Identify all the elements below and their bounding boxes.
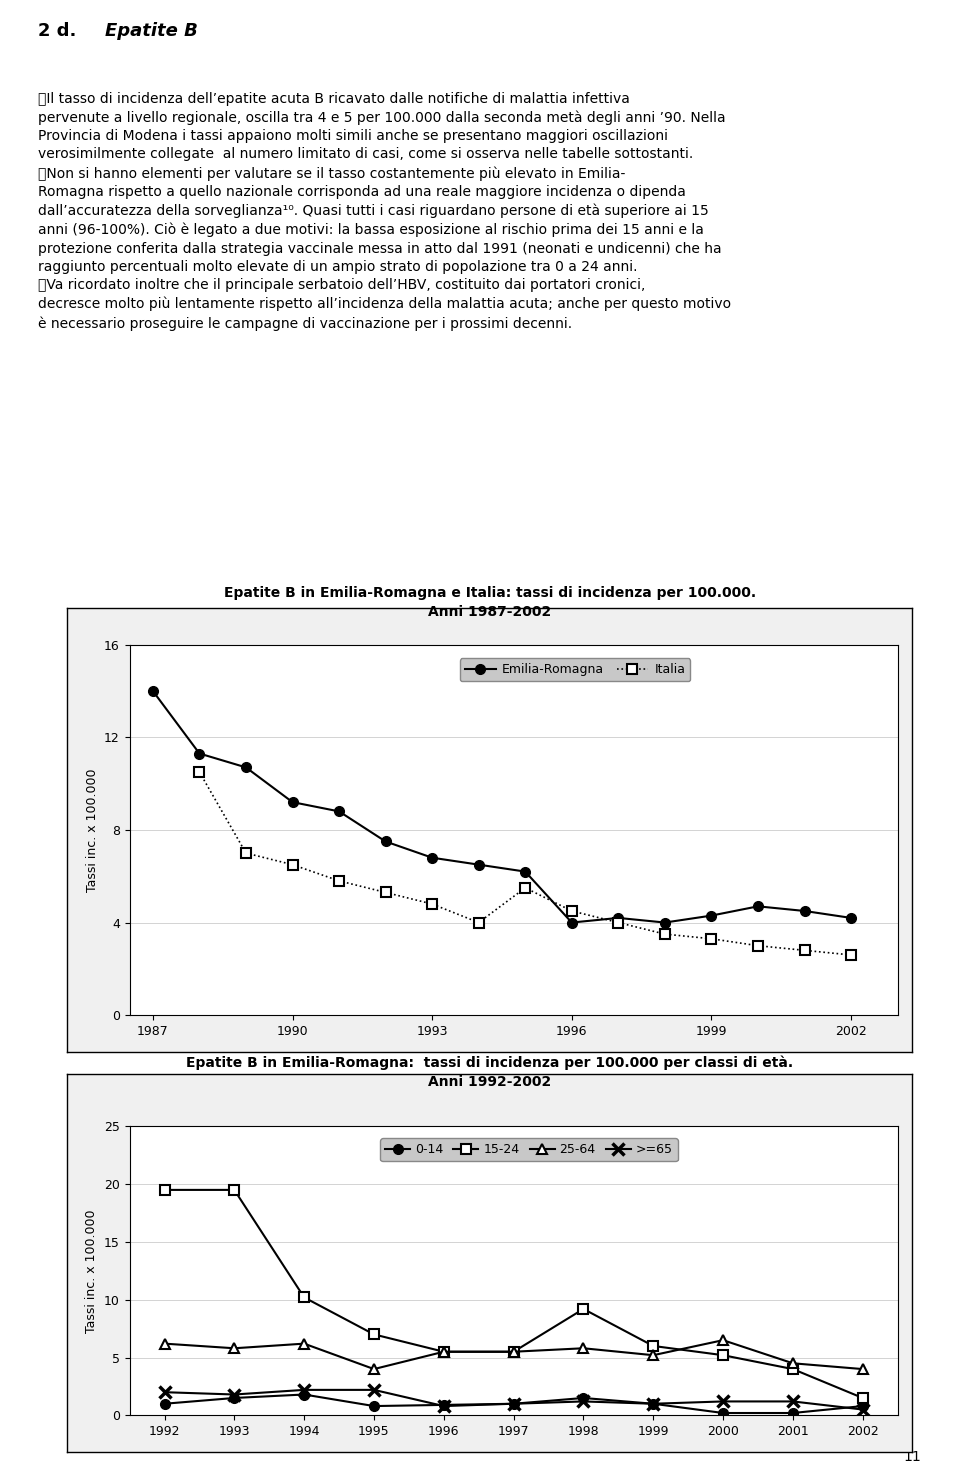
>=65 bbox=[508, 1395, 519, 1412]
>=65 bbox=[228, 1386, 240, 1403]
25-64 bbox=[158, 1335, 170, 1353]
Italia bbox=[426, 895, 438, 913]
15-24 bbox=[299, 1288, 310, 1306]
>=65 bbox=[647, 1395, 659, 1412]
25-64 bbox=[717, 1331, 729, 1349]
15-24 bbox=[508, 1343, 519, 1360]
Line: 0-14: 0-14 bbox=[159, 1390, 868, 1418]
>=65 bbox=[438, 1398, 449, 1415]
Emilia-Romagna bbox=[333, 803, 345, 821]
>=65 bbox=[787, 1393, 799, 1411]
0-14 bbox=[508, 1395, 519, 1412]
Italia bbox=[566, 903, 578, 920]
0-14 bbox=[299, 1386, 310, 1403]
15-24 bbox=[369, 1325, 380, 1343]
0-14 bbox=[369, 1398, 380, 1415]
25-64 bbox=[299, 1335, 310, 1353]
Emilia-Romagna bbox=[566, 913, 578, 932]
Italia bbox=[287, 855, 299, 873]
0-14 bbox=[787, 1403, 799, 1421]
Emilia-Romagna bbox=[287, 793, 299, 811]
Y-axis label: Tassi inc. x 100.000: Tassi inc. x 100.000 bbox=[85, 1209, 99, 1332]
Emilia-Romagna bbox=[753, 898, 764, 916]
25-64 bbox=[647, 1346, 659, 1363]
>=65 bbox=[369, 1381, 380, 1399]
Text: 11: 11 bbox=[904, 1451, 922, 1464]
>=65 bbox=[158, 1383, 170, 1400]
Emilia-Romagna bbox=[612, 908, 624, 926]
15-24 bbox=[578, 1300, 589, 1317]
Line: Emilia-Romagna: Emilia-Romagna bbox=[148, 686, 856, 928]
25-64 bbox=[787, 1355, 799, 1372]
Italia bbox=[846, 946, 857, 963]
0-14 bbox=[647, 1395, 659, 1412]
Italia bbox=[194, 763, 205, 781]
Italia bbox=[333, 871, 345, 889]
Text: Epatite B: Epatite B bbox=[105, 22, 198, 40]
Italia bbox=[799, 941, 810, 959]
15-24 bbox=[717, 1346, 729, 1363]
Line: Italia: Italia bbox=[195, 768, 856, 960]
0-14 bbox=[857, 1398, 869, 1415]
Emilia-Romagna bbox=[799, 903, 810, 920]
Text: 2 d.: 2 d. bbox=[38, 22, 77, 40]
Emilia-Romagna bbox=[380, 833, 392, 851]
>=65 bbox=[299, 1381, 310, 1399]
Emilia-Romagna bbox=[846, 908, 857, 926]
Line: >=65: >=65 bbox=[159, 1384, 868, 1415]
15-24 bbox=[787, 1360, 799, 1378]
Text: Anni 1987-2002: Anni 1987-2002 bbox=[428, 606, 551, 619]
Line: 15-24: 15-24 bbox=[159, 1186, 868, 1403]
Italia bbox=[612, 913, 624, 932]
Emilia-Romagna bbox=[240, 759, 252, 777]
25-64 bbox=[369, 1360, 380, 1378]
Emilia-Romagna bbox=[426, 849, 438, 867]
Text: Epatite B in Emilia-Romagna e Italia: tassi di incidenza per 100.000.: Epatite B in Emilia-Romagna e Italia: ta… bbox=[224, 587, 756, 600]
0-14 bbox=[158, 1395, 170, 1412]
15-24 bbox=[158, 1181, 170, 1199]
0-14 bbox=[578, 1389, 589, 1406]
Text: Il tasso di incidenza dell’epatite acuta B ricavato dalle notifiche di malattia : Il tasso di incidenza dell’epatite acuta… bbox=[38, 92, 732, 330]
25-64 bbox=[578, 1340, 589, 1358]
Emilia-Romagna bbox=[194, 744, 205, 762]
15-24 bbox=[857, 1389, 869, 1406]
25-64 bbox=[228, 1340, 240, 1358]
Italia bbox=[473, 913, 485, 932]
Italia bbox=[706, 929, 717, 947]
Emilia-Romagna bbox=[473, 855, 485, 873]
Text: Anni 1992-2002: Anni 1992-2002 bbox=[428, 1076, 551, 1089]
Italia bbox=[380, 883, 392, 901]
Y-axis label: Tassi inc. x 100.000: Tassi inc. x 100.000 bbox=[85, 768, 99, 892]
15-24 bbox=[647, 1337, 659, 1355]
0-14 bbox=[438, 1396, 449, 1414]
Text: Epatite B in Emilia-Romagna:  tassi di incidenza per 100.000 per classi di età.: Epatite B in Emilia-Romagna: tassi di in… bbox=[186, 1055, 793, 1070]
Italia bbox=[240, 845, 252, 863]
>=65 bbox=[578, 1393, 589, 1411]
Emilia-Romagna bbox=[706, 907, 717, 925]
25-64 bbox=[857, 1360, 869, 1378]
0-14 bbox=[228, 1389, 240, 1406]
Emilia-Romagna bbox=[147, 682, 158, 700]
15-24 bbox=[228, 1181, 240, 1199]
Italia bbox=[660, 925, 671, 943]
Emilia-Romagna bbox=[660, 913, 671, 932]
>=65 bbox=[717, 1393, 729, 1411]
Line: 25-64: 25-64 bbox=[159, 1335, 868, 1374]
Italia bbox=[519, 879, 531, 897]
15-24 bbox=[438, 1343, 449, 1360]
0-14 bbox=[717, 1403, 729, 1421]
25-64 bbox=[508, 1343, 519, 1360]
Italia bbox=[753, 937, 764, 954]
Emilia-Romagna bbox=[519, 863, 531, 880]
25-64 bbox=[438, 1343, 449, 1360]
>=65 bbox=[857, 1400, 869, 1418]
Legend: Emilia-Romagna, Italia: Emilia-Romagna, Italia bbox=[460, 658, 690, 682]
Legend: 0-14, 15-24, 25-64, >=65: 0-14, 15-24, 25-64, >=65 bbox=[380, 1138, 678, 1162]
